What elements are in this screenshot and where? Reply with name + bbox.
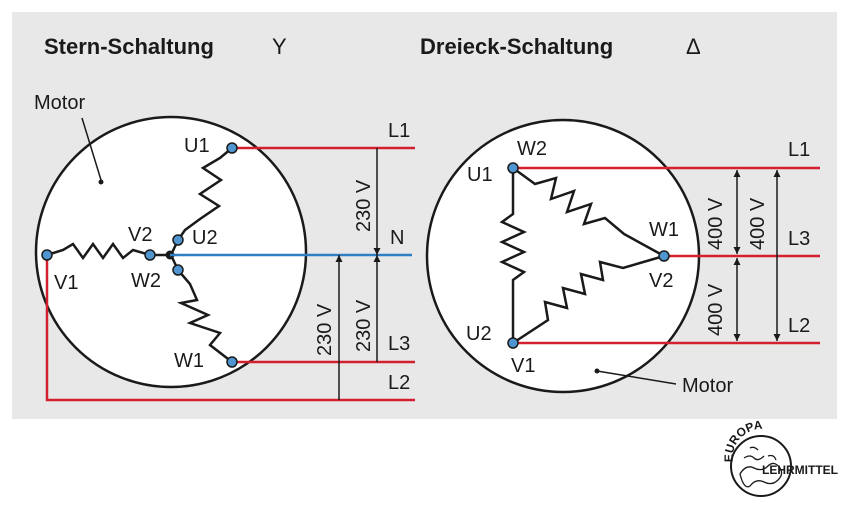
delta-label-v2: V2	[649, 270, 673, 292]
star-terminal-v2	[144, 249, 156, 261]
star-label-w2: W2	[131, 270, 161, 292]
delta-voltage-l1-l3: 400 V	[705, 197, 727, 250]
star-label-l1: L1	[388, 120, 410, 142]
delta-label-u1: U1	[467, 164, 493, 186]
star-label-l2: L2	[388, 372, 410, 394]
star-voltage-n-l3: 230 V	[353, 299, 375, 352]
star-label-u1: U1	[184, 135, 210, 157]
star-title: Stern-Schaltung	[44, 34, 214, 59]
delta-label-w1: W1	[649, 219, 679, 241]
star-line-l2	[45, 255, 415, 402]
star-motor-pointer	[81, 117, 102, 181]
delta-terminal-w1-v2	[658, 250, 670, 262]
star-label-v1: V1	[54, 272, 78, 294]
star-label-v2: V2	[128, 224, 152, 246]
delta-label-w2: W2	[517, 138, 547, 160]
star-winding-v	[46, 241, 151, 261]
delta-connection: Dreieck-Schaltung Δ W2 U1 W1 V2 U2 V1 L1…	[420, 34, 820, 397]
delta-label-l1: L1	[788, 139, 810, 161]
star-terminal-w1	[226, 356, 238, 368]
delta-label-v1: V1	[511, 355, 535, 377]
delta-symbol: Δ	[686, 34, 701, 59]
star-terminal-u2	[172, 234, 184, 246]
delta-voltage-l1-l2: 400 V	[747, 197, 769, 250]
star-terminal-w2	[172, 264, 184, 276]
delta-winding-bottom	[512, 254, 665, 345]
star-voltage-l1-n: 230 V	[353, 179, 375, 232]
star-motor-label: Motor	[34, 92, 85, 114]
delta-motor-pointer	[596, 370, 677, 385]
star-voltage-n-l2: 230 V	[314, 303, 336, 356]
delta-terminal-u1-w2	[507, 162, 519, 174]
star-label-n: N	[390, 227, 404, 249]
europa-lehrmittel-logo: EUROPA LEHRMITTEL	[722, 418, 838, 497]
star-terminal-v1	[41, 249, 53, 261]
star-winding-w	[176, 269, 233, 363]
logo-continents	[739, 446, 783, 488]
delta-winding-left	[498, 168, 528, 343]
star-winding-u	[176, 147, 233, 241]
delta-terminal-u2-v1	[507, 337, 519, 349]
star-label-u2: U2	[192, 227, 218, 249]
delta-label-u2: U2	[466, 323, 492, 345]
delta-title: Dreieck-Schaltung	[420, 34, 613, 59]
star-terminal-u1	[226, 142, 238, 154]
star-connection: Stern-Schaltung Y Motor U1 U2 V2 V1 W2 W…	[34, 34, 415, 402]
delta-winding-u-w2-top	[512, 166, 665, 258]
logo-bottom-text: LEHRMITTEL	[762, 463, 838, 477]
delta-label-l3: L3	[788, 228, 810, 250]
star-symbol: Y	[272, 34, 287, 59]
delta-label-l2: L2	[788, 315, 810, 337]
star-label-w1: W1	[174, 350, 204, 372]
star-label-l3: L3	[388, 333, 410, 355]
star-motor-pointer-dot	[98, 179, 104, 185]
delta-motor-circle	[425, 118, 701, 394]
delta-voltage-l3-l2: 400 V	[705, 283, 727, 336]
delta-motor-label: Motor	[682, 375, 733, 397]
